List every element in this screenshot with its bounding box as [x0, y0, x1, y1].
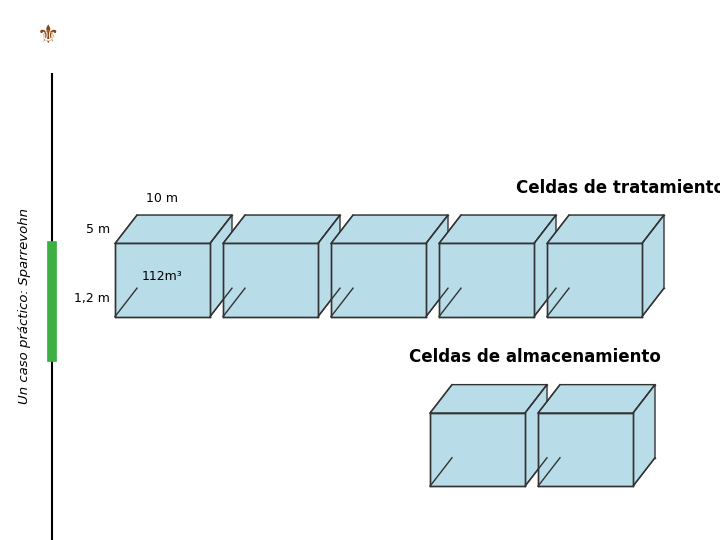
Text: Un caso práctico: Sparrevohn: Un caso práctico: Sparrevohn — [19, 208, 32, 404]
Text: ⚜: ⚜ — [37, 24, 60, 49]
Text: 10 m: 10 m — [146, 192, 179, 205]
Text: 1,2 m: 1,2 m — [74, 292, 110, 305]
Polygon shape — [318, 215, 340, 316]
Polygon shape — [547, 244, 642, 316]
Polygon shape — [430, 384, 547, 413]
Polygon shape — [331, 244, 426, 316]
Polygon shape — [547, 215, 664, 244]
Polygon shape — [223, 244, 318, 316]
Polygon shape — [538, 384, 655, 413]
Polygon shape — [525, 384, 547, 486]
Polygon shape — [439, 215, 556, 244]
Polygon shape — [430, 413, 525, 486]
Polygon shape — [115, 244, 210, 316]
Text: Celdas de tratamiento: Celdas de tratamiento — [516, 179, 720, 197]
Text: Técnicas físicas y químicas II. EXTRACCIÓN QUÍMICA: Técnicas físicas y químicas II. EXTRACCI… — [229, 44, 698, 62]
Circle shape — [0, 7, 336, 65]
Polygon shape — [115, 215, 232, 244]
Text: Celdas de almacenamiento: Celdas de almacenamiento — [409, 348, 661, 366]
Polygon shape — [633, 384, 655, 486]
Polygon shape — [331, 215, 448, 244]
Polygon shape — [210, 215, 232, 316]
Polygon shape — [534, 215, 556, 316]
Text: 5 m: 5 m — [86, 223, 110, 236]
Polygon shape — [223, 215, 340, 244]
Polygon shape — [439, 244, 534, 316]
Text: 112m³: 112m³ — [142, 270, 183, 283]
Polygon shape — [538, 413, 633, 486]
Text: Descontaminación de suelos: Descontaminación de suelos — [469, 15, 698, 29]
Polygon shape — [642, 215, 664, 316]
Polygon shape — [426, 215, 448, 316]
